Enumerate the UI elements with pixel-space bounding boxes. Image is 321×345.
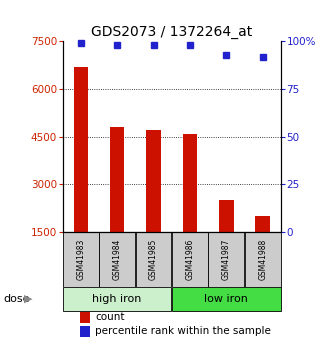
Bar — [80, 312, 90, 323]
Text: GSM41988: GSM41988 — [258, 239, 267, 280]
Text: GSM41986: GSM41986 — [186, 239, 195, 280]
Bar — [63, 232, 99, 287]
Text: dose: dose — [3, 294, 30, 304]
Text: GSM41985: GSM41985 — [149, 239, 158, 280]
Bar — [80, 326, 90, 337]
Text: GSM41984: GSM41984 — [113, 239, 122, 280]
Title: GDS2073 / 1372264_at: GDS2073 / 1372264_at — [91, 25, 252, 39]
Bar — [172, 287, 281, 310]
Bar — [110, 127, 125, 280]
Text: high iron: high iron — [92, 294, 142, 304]
Bar — [99, 232, 135, 287]
Bar — [146, 130, 161, 280]
Bar — [183, 134, 197, 280]
Text: count: count — [95, 313, 125, 323]
Bar — [136, 232, 171, 287]
Text: GSM41983: GSM41983 — [76, 239, 85, 280]
Bar — [74, 67, 88, 280]
Bar — [245, 232, 281, 287]
Bar — [256, 216, 270, 280]
Bar — [172, 232, 208, 287]
Bar — [208, 232, 244, 287]
Text: GSM41987: GSM41987 — [222, 239, 231, 280]
Text: ▶: ▶ — [24, 294, 32, 304]
Bar — [63, 287, 171, 310]
Text: low iron: low iron — [204, 294, 248, 304]
Text: percentile rank within the sample: percentile rank within the sample — [95, 326, 271, 336]
Bar — [219, 200, 234, 280]
